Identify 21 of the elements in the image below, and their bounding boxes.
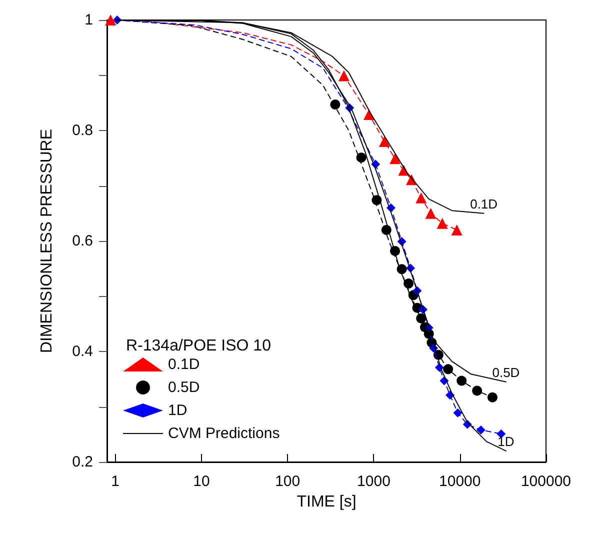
x-tick-label: 1 [111,473,120,490]
x-tick-label: 1000 [357,473,390,490]
y-tick-label: 0.8 [72,122,93,139]
annotation: 1D [498,434,514,449]
legend-label: 0.5D [168,379,200,396]
x-tick-label: 100000 [520,473,572,490]
legend-label: 1D [168,402,188,419]
legend-label: CVM Predictions [168,425,280,442]
x-tick-label: 100 [275,473,300,490]
y-tick-label: 1 [84,12,93,28]
x-tick-label: 10000 [439,473,481,490]
x-axis-title: TIME [s] [296,493,356,510]
y-tick-label: 0.2 [72,454,93,470]
legend-title: R-134a/POE ISO 10 [126,338,272,354]
x-tick-label: 10 [193,473,210,490]
annotation: 0.1D [470,196,498,212]
legend-label: 0.1D [168,356,200,373]
y-tick-label: 0.4 [72,343,93,360]
annotation: 0.5D [492,364,520,380]
y-axis-title: DIMENSIONLESS PRESSURE [38,128,56,354]
y-tick-label: 0.6 [72,232,93,250]
